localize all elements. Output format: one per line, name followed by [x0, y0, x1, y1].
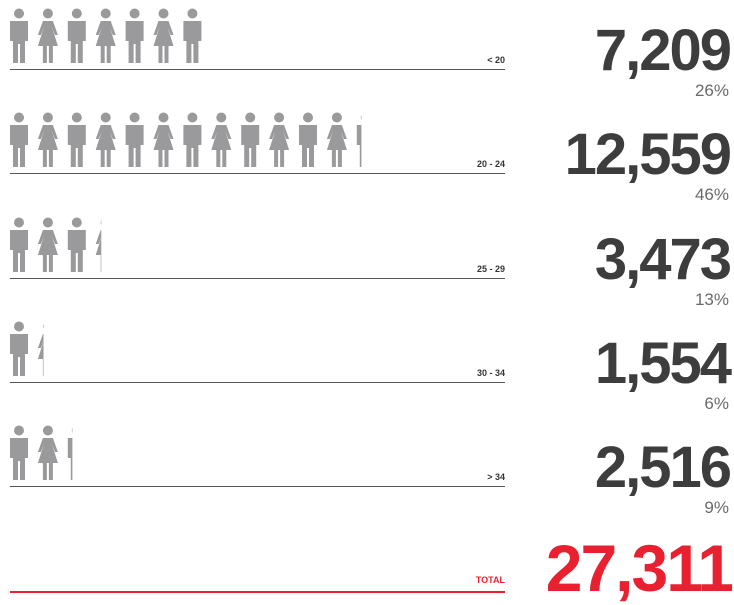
female-figure-icon: [37, 425, 58, 480]
female-figure-icon: [153, 8, 174, 63]
female-figure-icon: [37, 112, 58, 167]
total-value: 27,311: [545, 531, 734, 605]
row-baseline: [10, 69, 505, 70]
row-baseline: [10, 173, 505, 174]
total-label: TOTAL: [475, 575, 505, 585]
age-group-label: < 20: [487, 55, 505, 65]
count-value: 2,516: [594, 435, 732, 500]
icon-group: [10, 112, 362, 167]
male-figure-icon: [67, 428, 73, 480]
age-group-label: > 34: [487, 472, 505, 482]
male-figure-icon: [67, 112, 86, 167]
female-figure-icon: [153, 112, 174, 167]
female-figure-icon: [95, 8, 116, 63]
age-group-label: 30 - 34: [476, 368, 505, 378]
female-figure-icon: [37, 324, 44, 376]
icon-group: [10, 425, 73, 480]
count-value: 12,559: [564, 122, 732, 187]
female-figure-icon: [95, 220, 102, 272]
count-value: 3,473: [594, 227, 732, 292]
percent-value: 26%: [694, 81, 729, 100]
male-figure-icon: [67, 217, 86, 272]
male-figure-icon: [67, 8, 86, 63]
male-figure-icon: [10, 8, 28, 63]
female-figure-icon: [95, 112, 116, 167]
female-figure-icon: [269, 112, 290, 167]
male-figure-icon: [356, 115, 362, 167]
age-group-label: 25 - 29: [476, 264, 505, 274]
icon-group: [10, 321, 44, 376]
count-value: 1,554: [594, 331, 732, 396]
row-baseline: [10, 382, 505, 383]
male-figure-icon: [183, 8, 202, 63]
row-baseline: [10, 278, 505, 279]
male-figure-icon: [299, 112, 317, 167]
male-figure-icon: [10, 425, 28, 480]
female-figure-icon: [37, 217, 58, 272]
male-figure-icon: [125, 8, 144, 63]
percent-value: 6%: [704, 394, 729, 413]
percent-value: 13%: [694, 290, 729, 309]
male-figure-icon: [10, 217, 28, 272]
age-row: 20 - 24 12,559 46%: [0, 104, 734, 204]
female-figure-icon: [326, 112, 347, 167]
age-row: 30 - 34 1,554 6%: [0, 313, 734, 413]
male-figure-icon: [10, 321, 28, 376]
age-row: 25 - 29 3,473 13%: [0, 209, 734, 309]
age-row: > 34 2,516 9%: [0, 417, 734, 517]
percent-value: 46%: [694, 185, 729, 204]
row-baseline: [10, 486, 505, 487]
male-figure-icon: [10, 112, 28, 167]
percent-value: 9%: [704, 498, 729, 517]
male-figure-icon: [183, 112, 202, 167]
icon-group: [10, 217, 102, 272]
male-figure-icon: [125, 112, 144, 167]
count-value: 7,209: [594, 18, 732, 83]
total-line: [10, 591, 505, 593]
female-figure-icon: [37, 8, 58, 63]
icon-group: [10, 8, 202, 63]
male-figure-icon: [241, 112, 260, 167]
age-row: < 20 7,209 26%: [0, 0, 734, 100]
female-figure-icon: [211, 112, 232, 167]
age-group-label: 20 - 24: [476, 159, 505, 169]
